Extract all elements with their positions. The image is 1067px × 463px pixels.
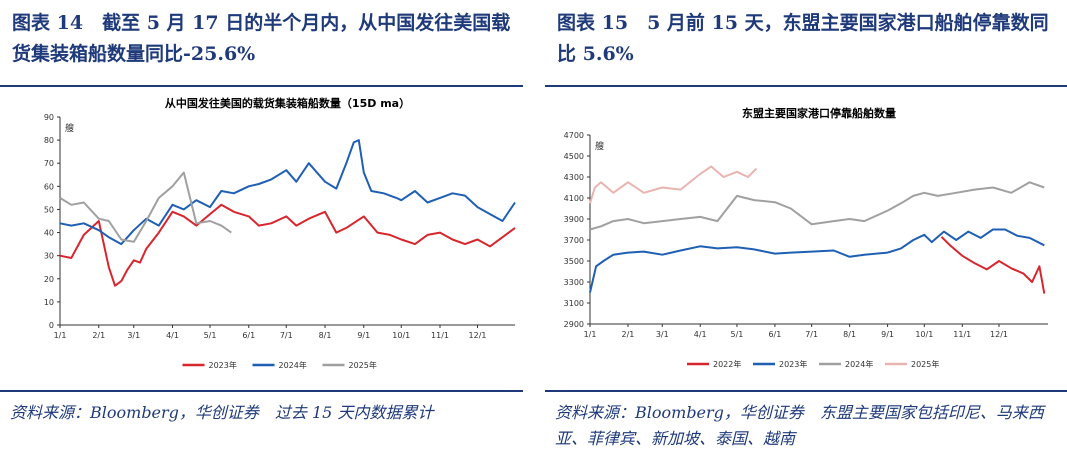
- legend-label: 2025年: [911, 359, 939, 369]
- y-tick-label: 3500: [564, 257, 584, 266]
- y-tick-label: 30: [44, 252, 54, 261]
- figure-15-label: 图表 15: [557, 12, 629, 34]
- chart-0-svg: 从中国发往美国的载货集装箱船数量（15D ma） 0 10 20 30 40 50 60 70 8…: [44, 96, 516, 370]
- x-tick-label: 9/1: [881, 330, 894, 339]
- chart-china-us-ships: 从中国发往美国的载货集装箱船数量（15D ma） 0 10 20 30 40 50 60 70 8…: [0, 87, 523, 390]
- x-tick-label: 2/1: [92, 331, 105, 340]
- top-rule: [545, 85, 1067, 87]
- y-tick-label: 3300: [564, 278, 584, 287]
- figure-14-label: 图表 14: [12, 12, 84, 34]
- series-line-2025年: [589, 165, 758, 204]
- chart-1-svg: 东盟主要国家港口停靠船舶数量 2900 3100 3300 3500 3700 3900 41…: [564, 106, 1048, 369]
- y-tick-label: 0: [49, 321, 54, 330]
- right-panel: 图表 15 5 月前 15 天，东盟主要国家港口船舶停靠数同比 5.6% 东盟主…: [545, 0, 1067, 463]
- bottom-rule: [545, 390, 1067, 392]
- y-tick-label: 2900: [564, 320, 584, 329]
- y-tick-label: 3700: [564, 236, 584, 245]
- legend-label: 2024年: [279, 360, 307, 370]
- x-tick-label: 8/1: [319, 331, 332, 340]
- x-tick-label: 2/1: [622, 330, 635, 339]
- x-tick-label: 4/1: [694, 330, 707, 339]
- x-tick-label: 1/1: [54, 331, 67, 340]
- y-tick-label: 60: [44, 182, 54, 191]
- series-line-2024年: [59, 139, 516, 246]
- x-tick-label: 9/1: [357, 331, 370, 340]
- legend-label: 2023年: [209, 360, 237, 370]
- x-tick-label: 11/1: [431, 331, 449, 340]
- y-tick-label: 70: [44, 159, 54, 168]
- x-tick-label: 5/1: [731, 330, 744, 339]
- y-tick-label: 4700: [564, 131, 584, 140]
- x-tick-label: 1/1: [584, 330, 597, 339]
- left-panel: 图表 14 截至 5 月 17 日的半个月内，从中国发往美国载货集装箱船数量同比…: [0, 0, 523, 463]
- chart-asean-port-calls: 东盟主要国家港口停靠船舶数量 2900 3100 3300 3500 3700 3900 41…: [545, 87, 1067, 390]
- x-tick-label: 3/1: [127, 331, 140, 340]
- figure-14-text: 截至 5 月 17 日的半个月内，从中国发往美国载货集装箱船数量同比-25.6%: [12, 12, 511, 65]
- x-tick-label: 8/1: [843, 330, 856, 339]
- x-tick-label: 6/1: [768, 330, 781, 339]
- x-tick-label: 12/1: [469, 331, 487, 340]
- y-tick-label: 90: [44, 113, 54, 122]
- x-tick-label: 6/1: [242, 331, 255, 340]
- y-tick-label: 4100: [564, 194, 584, 203]
- x-tick-label: 12/1: [990, 330, 1008, 339]
- top-rule: [0, 85, 523, 87]
- y-tick-label: 10: [44, 298, 54, 307]
- series-line-2023年: [59, 203, 516, 287]
- x-tick-label: 4/1: [166, 331, 179, 340]
- legend-label: 2024年: [845, 359, 873, 369]
- x-tick-label: 7/1: [280, 331, 293, 340]
- x-tick-label: 7/1: [805, 330, 818, 339]
- y-tick-label: 40: [44, 229, 54, 238]
- figure-15-text: 5 月前 15 天，东盟主要国家港口船舶停靠数同比 5.6%: [557, 12, 1049, 65]
- x-tick-label: 11/1: [953, 330, 971, 339]
- x-tick-label: 3/1: [656, 330, 669, 339]
- legend-label: 2022年: [713, 359, 741, 369]
- y-unit-label: 艘: [65, 122, 74, 134]
- series-line-2023年: [589, 228, 1045, 293]
- chart-title: 东盟主要国家港口停靠船舶数量: [742, 106, 896, 120]
- y-tick-label: 4300: [564, 173, 584, 182]
- x-tick-label: 10/1: [915, 330, 933, 339]
- series-line-2024年: [589, 181, 1045, 231]
- legend-label: 2025年: [349, 360, 377, 370]
- series-line-2022年: [940, 236, 1046, 294]
- legend-label: 2023年: [779, 359, 807, 369]
- figure-15-title: 图表 15 5 月前 15 天，东盟主要国家港口船舶停靠数同比 5.6%: [557, 8, 1062, 70]
- y-unit-label: 艘: [595, 140, 604, 152]
- source-note-right: 资料来源：Bloomberg，华创证券 东盟主要国家包括印尼、马来西亚、菲律宾、…: [555, 403, 1044, 448]
- y-tick-label: 4500: [564, 152, 584, 161]
- chart-title: 从中国发往美国的载货集装箱船数量（15D ma）: [165, 96, 410, 110]
- x-tick-label: 10/1: [392, 331, 410, 340]
- series-line-2025年: [59, 171, 232, 243]
- bottom-rule: [0, 390, 523, 392]
- y-tick-label: 20: [44, 275, 54, 284]
- y-tick-label: 50: [44, 205, 54, 214]
- y-tick-label: 3900: [564, 215, 584, 224]
- y-tick-label: 80: [44, 136, 54, 145]
- source-note-left: 资料来源：Bloomberg，华创证券 过去 15 天内数据累计: [10, 403, 434, 422]
- y-tick-label: 3100: [564, 299, 584, 308]
- figure-14-title: 图表 14 截至 5 月 17 日的半个月内，从中国发往美国载货集装箱船数量同比…: [12, 8, 517, 70]
- x-tick-label: 5/1: [204, 331, 217, 340]
